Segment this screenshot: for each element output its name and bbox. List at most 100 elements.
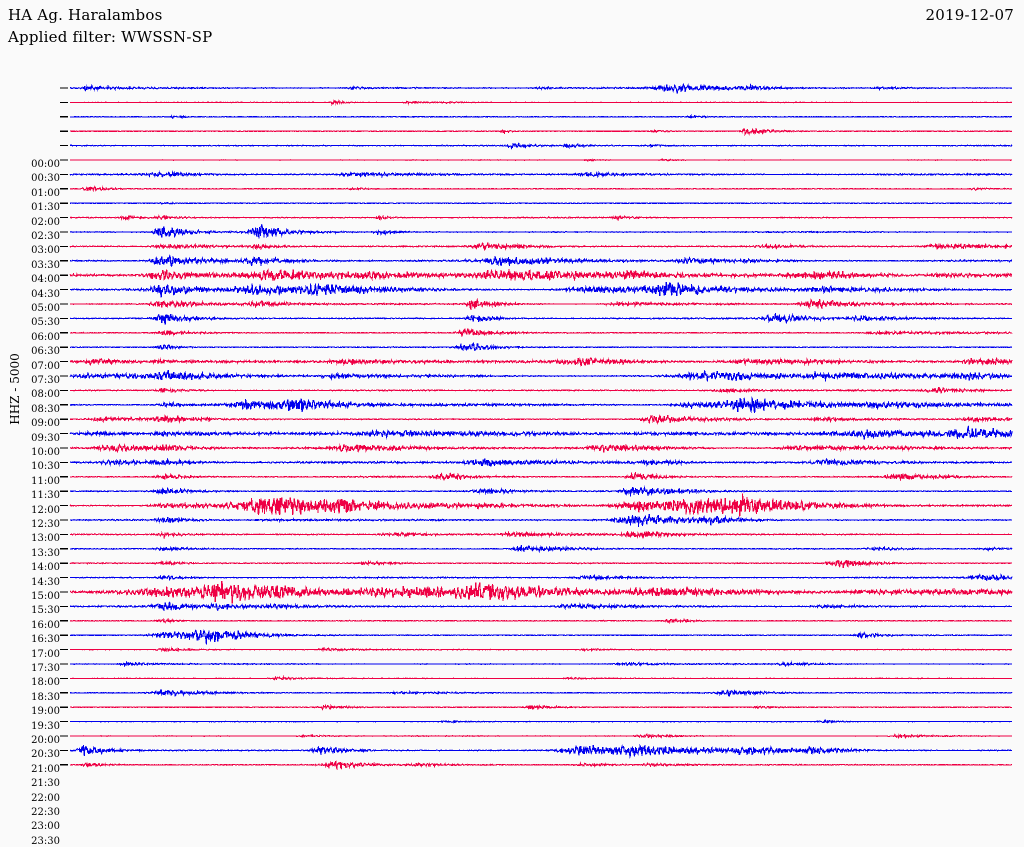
seismogram-trace	[69, 703, 1013, 711]
seismogram-trace	[69, 128, 1013, 136]
seismogram-trace	[69, 281, 1013, 298]
seismogram-trace	[69, 99, 1012, 107]
seismogram-trace	[69, 396, 1013, 414]
time-label: 01:30	[31, 202, 60, 214]
seismogram-trace	[69, 369, 1012, 382]
time-label: 19:00	[31, 706, 60, 718]
record-date: 2019-12-07	[925, 6, 1014, 24]
time-label: 14:00	[31, 562, 60, 574]
time-label: 09:30	[31, 432, 60, 444]
time-label: 17:00	[31, 648, 60, 660]
time-label: 10:00	[31, 447, 60, 458]
seismogram-trace	[69, 646, 1013, 653]
time-label: 12:30	[31, 519, 60, 530]
time-label: 11:00	[31, 475, 60, 487]
time-label: 16:00	[31, 619, 60, 631]
time-label: 02:00	[31, 216, 60, 228]
time-label: 15:00	[31, 591, 60, 602]
seismogram-trace	[69, 660, 1013, 668]
time-label: 06:00	[31, 331, 60, 343]
time-label: 23:00	[31, 821, 60, 833]
seismogram-trace	[69, 718, 1013, 724]
seismogram-trace	[69, 530, 1012, 540]
time-label: 22:30	[31, 807, 60, 818]
time-label: 02:30	[31, 231, 60, 242]
seismogram-trace	[69, 356, 1013, 367]
seismogram-trace	[69, 214, 1013, 222]
seismogram-trace	[69, 313, 1013, 325]
seismogram-trace	[69, 297, 1013, 312]
time-label: 21:30	[31, 778, 60, 790]
time-label: 20:30	[31, 749, 60, 761]
seismogram-trace	[69, 617, 1013, 625]
time-label: 03:30	[31, 259, 60, 271]
time-label: 08:30	[31, 403, 60, 415]
seismogram-trace	[69, 513, 1013, 527]
seismogram-trace	[70, 142, 1013, 151]
time-label: 01:00	[31, 187, 60, 199]
time-label: 14:30	[31, 576, 60, 588]
time-label: 00:30	[31, 173, 60, 185]
time-label: 11:30	[31, 490, 60, 502]
time-label: 17:30	[31, 663, 60, 674]
seismogram-plot	[0, 78, 1024, 778]
seismogram-trace	[69, 254, 1012, 268]
seismogram-trace	[69, 413, 1013, 425]
time-label: 22:00	[31, 792, 60, 804]
time-label: 06:30	[31, 346, 60, 358]
seismogram-trace	[69, 471, 1013, 482]
seismogram-trace	[69, 170, 1013, 179]
seismogram-trace	[69, 457, 1013, 468]
time-label: 09:00	[31, 418, 60, 430]
seismogram-canvas	[60, 82, 1013, 771]
seismogram-trace	[69, 185, 1012, 193]
time-label: 04:30	[31, 288, 60, 300]
seismogram-trace	[69, 580, 1013, 604]
helicorder-page: HA Ag. Haralambos Applied filter: WWSSN-…	[0, 6, 1024, 846]
seismogram-trace	[69, 743, 1012, 759]
time-label: 18:00	[31, 677, 60, 689]
seismogram-trace	[69, 760, 1013, 771]
seismogram-trace	[69, 629, 1013, 645]
seismogram-trace	[69, 559, 1013, 568]
seismogram-trace	[69, 223, 1013, 239]
seismogram-trace	[69, 201, 1012, 205]
seismogram-trace	[69, 485, 1013, 497]
time-label: 07:00	[31, 360, 60, 372]
seismogram-trace	[69, 443, 1013, 454]
time-label: 03:00	[31, 245, 60, 257]
seismogram-trace	[69, 241, 1013, 251]
time-label: 13:00	[31, 533, 60, 545]
seismogram-trace	[69, 544, 1013, 554]
seismogram-trace	[70, 341, 1013, 352]
time-label: 20:00	[31, 735, 60, 746]
time-label: 10:30	[31, 461, 60, 473]
seismogram-trace	[70, 675, 1013, 681]
time-label: 15:30	[31, 605, 60, 617]
applied-filter-label: Applied filter: WWSSN-SP	[8, 28, 213, 46]
seismogram-trace	[69, 600, 1013, 613]
time-label: 16:30	[31, 634, 60, 646]
seismogram-trace	[69, 732, 1012, 740]
time-label: 05:30	[31, 317, 60, 329]
seismogram-trace	[69, 386, 1013, 394]
time-label: 19:30	[31, 720, 60, 732]
time-label: 21:00	[31, 763, 60, 775]
time-label: 23:30	[31, 835, 60, 847]
seismogram-trace	[69, 268, 1013, 282]
seismogram-trace	[69, 493, 1013, 517]
seismogram-trace	[70, 689, 1013, 697]
time-label: 08:00	[31, 389, 60, 401]
seismogram-trace	[69, 82, 1013, 94]
seismogram-trace	[69, 573, 1013, 582]
time-label: 12:00	[31, 504, 60, 516]
seismogram-trace	[70, 113, 1013, 120]
time-label: 13:30	[31, 547, 60, 559]
time-label: 18:30	[31, 691, 60, 703]
time-label: 07:30	[31, 375, 60, 386]
seismogram-trace	[70, 328, 1013, 338]
seismogram-trace	[70, 158, 1013, 163]
seismogram-trace	[69, 424, 1013, 440]
time-label: 04:00	[31, 274, 60, 286]
time-label: 05:00	[31, 303, 60, 314]
